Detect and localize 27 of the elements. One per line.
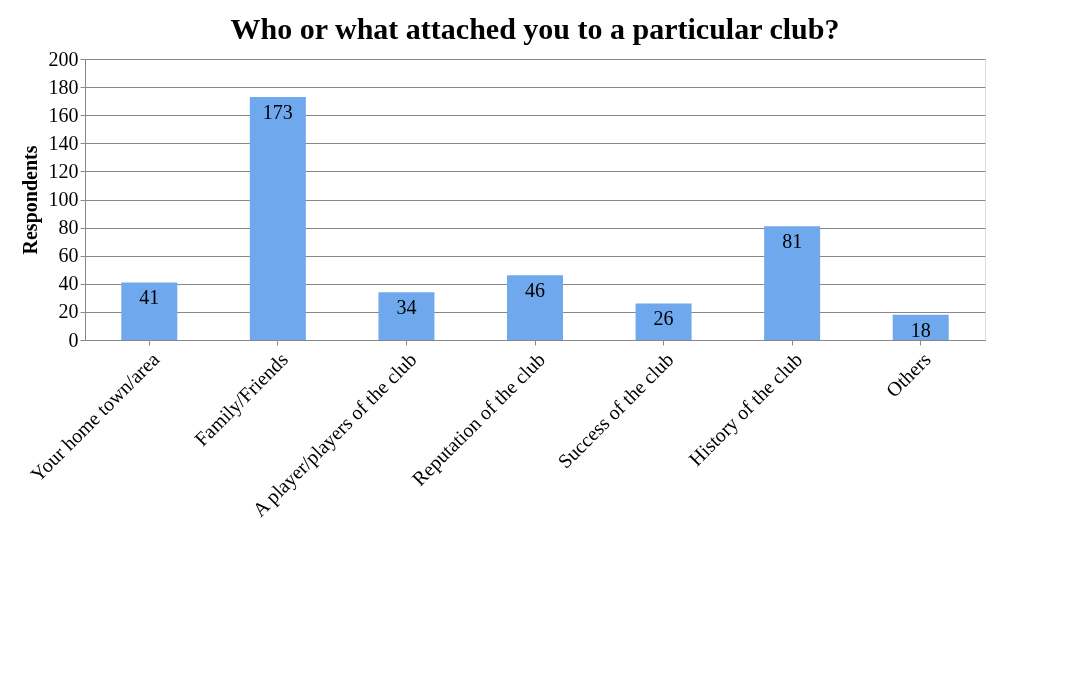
y-tick-label: 0 bbox=[68, 328, 79, 351]
y-tick-label: 40 bbox=[58, 272, 79, 295]
bar bbox=[249, 96, 306, 340]
y-tick-label: 140 bbox=[48, 131, 79, 154]
y-tick-label: 20 bbox=[58, 300, 79, 323]
bar bbox=[121, 282, 178, 340]
data-label: 18 bbox=[910, 318, 931, 341]
data-label: 46 bbox=[525, 279, 545, 302]
y-tick-label: 120 bbox=[48, 159, 79, 182]
data-label: 34 bbox=[396, 296, 417, 319]
y-tick-label: 200 bbox=[48, 47, 79, 70]
y-tick-label: 100 bbox=[48, 188, 79, 210]
data-label: 173 bbox=[262, 100, 293, 123]
data-label: 81 bbox=[782, 230, 803, 253]
y-tick-label: 80 bbox=[58, 216, 79, 239]
data-label: 26 bbox=[653, 307, 674, 330]
chart-title: Who or what attached you to a particular club? bbox=[230, 12, 840, 45]
bar bbox=[378, 292, 435, 340]
bar bbox=[507, 275, 563, 340]
y-tick-label: 160 bbox=[48, 103, 79, 126]
data-label: 41 bbox=[139, 286, 160, 309]
y-axis-title: Respondents bbox=[18, 145, 42, 255]
y-tick-label: 60 bbox=[58, 244, 79, 267]
bar bbox=[764, 226, 821, 340]
bar bbox=[892, 314, 949, 340]
bar bbox=[635, 303, 692, 340]
y-tick-label: 180 bbox=[48, 75, 79, 98]
